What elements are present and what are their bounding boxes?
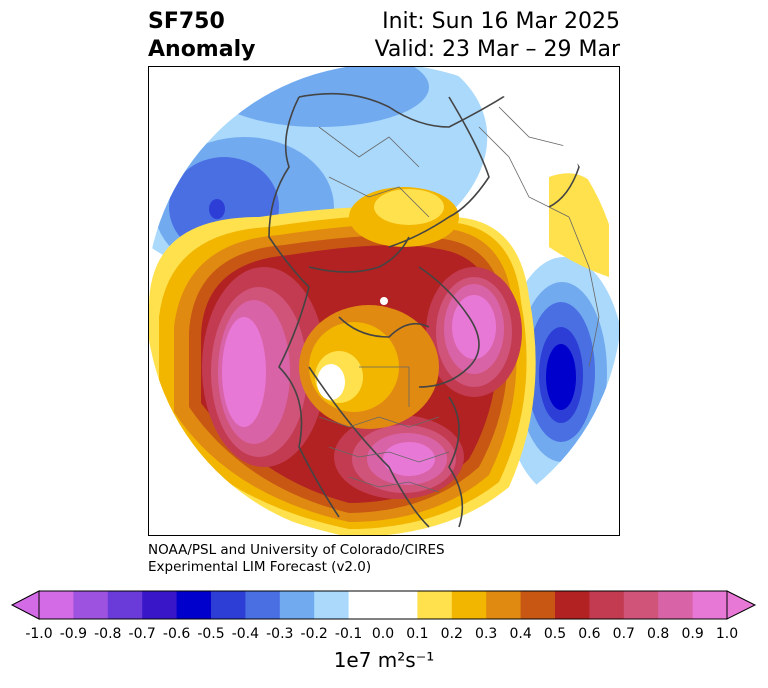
- colorbar-tick-label: -0.8: [94, 626, 122, 642]
- colorbar-tick-label: -0.3: [266, 626, 294, 642]
- colorbar-cell: [176, 591, 212, 619]
- colorbar-cell: [107, 591, 143, 619]
- colorbar-tick-label: 0.7: [612, 626, 635, 642]
- colorbar-tick-label: -0.7: [128, 626, 156, 642]
- colorbar-extend-max: [726, 590, 757, 620]
- colorbar-tick-label: 0.8: [647, 626, 670, 642]
- positive-anomaly-east: [549, 173, 609, 277]
- colorbar-outline: [38, 590, 728, 620]
- colorbar-tick-label: -0.4: [231, 626, 260, 642]
- field-type: Anomaly: [148, 37, 256, 62]
- credit-line-2: Experimental LIM Forecast (v2.0): [148, 559, 372, 575]
- colorbar-tick-label: -0.6: [162, 626, 191, 642]
- colorbar-tick-label: 1.0: [715, 626, 739, 642]
- colorbar-tick-label: 0.5: [543, 626, 567, 642]
- anomaly-field: [149, 67, 619, 535]
- variable-name: SF750: [148, 9, 225, 34]
- colorbar-tick-label: 0.6: [578, 626, 601, 642]
- colorbar-tick-label: -0.5: [197, 626, 225, 642]
- colorbar-cell: [555, 591, 590, 619]
- colorbar-cell: [314, 591, 350, 619]
- colorbar-tick-label: 0.9: [681, 626, 704, 642]
- colorbar-tick-label: 0.1: [406, 626, 429, 642]
- map-title: SF750 Anomaly: [148, 8, 255, 64]
- colorbar-cell: [623, 591, 659, 619]
- colorbar-tick-labels: -1.0 -0.9 -0.8 -0.7 -0.6 -0.5 -0.4 -0.3 -0.2 -0.1…: [0, 626, 768, 646]
- init-date: Init: Sun 16 Mar 2025: [382, 9, 620, 34]
- colorbar-cell: [383, 591, 418, 619]
- colorbar-cell: [142, 591, 178, 619]
- colorbar-tick-label: -0.2: [300, 626, 328, 642]
- date-info: Init: Sun 16 Mar 2025 Valid: 23 Mar – 29…: [375, 8, 620, 64]
- credit-text: NOAA/PSL and University of Colorado/CIRE…: [148, 542, 445, 576]
- colorbar-tick-label: -0.9: [59, 626, 88, 642]
- colorbar-tick-label: 0.4: [509, 626, 532, 642]
- colorbar-cells: [39, 591, 728, 619]
- north-pole-marker: [380, 297, 388, 305]
- valid-range: Valid: 23 Mar – 29 Mar: [374, 37, 620, 62]
- colorbar-cell: [658, 591, 694, 619]
- credit-line-1: NOAA/PSL and University of Colorado/CIRE…: [148, 542, 445, 558]
- colorbar-cell: [348, 591, 384, 619]
- colorbar-tick-label: 0.0: [371, 626, 395, 642]
- colorbar-cell: [451, 591, 487, 619]
- anomaly-map: [149, 67, 619, 535]
- positive-anomaly-ring: [149, 187, 536, 535]
- colorbar-extend-min: [10, 590, 40, 620]
- country-borders: [318, 106, 600, 493]
- colorbar-tick-label: 0.2: [440, 626, 463, 642]
- colorbar-cell: [245, 591, 281, 619]
- colorbar-cell: [73, 591, 109, 619]
- colorbar: [10, 590, 757, 620]
- colorbar-tick-label: -1.0: [25, 626, 53, 642]
- colorbar-tick-label: -0.1: [334, 626, 363, 642]
- colorbar-cell: [520, 591, 556, 619]
- colorbar-cell: [211, 591, 246, 619]
- colorbar-tick-label: 0.3: [475, 626, 498, 642]
- negative-anomaly-east: [502, 257, 619, 497]
- colorbar-cell: [589, 591, 625, 619]
- colorbar-cell: [417, 591, 453, 619]
- map-panel: [148, 66, 620, 536]
- colorbar-cell: [486, 591, 522, 619]
- colorbar-cell: [39, 591, 74, 619]
- colorbar-cell: [692, 591, 728, 619]
- colorbar-cell: [279, 591, 315, 619]
- colorbar-units: 1e7 m²s⁻¹: [333, 648, 435, 672]
